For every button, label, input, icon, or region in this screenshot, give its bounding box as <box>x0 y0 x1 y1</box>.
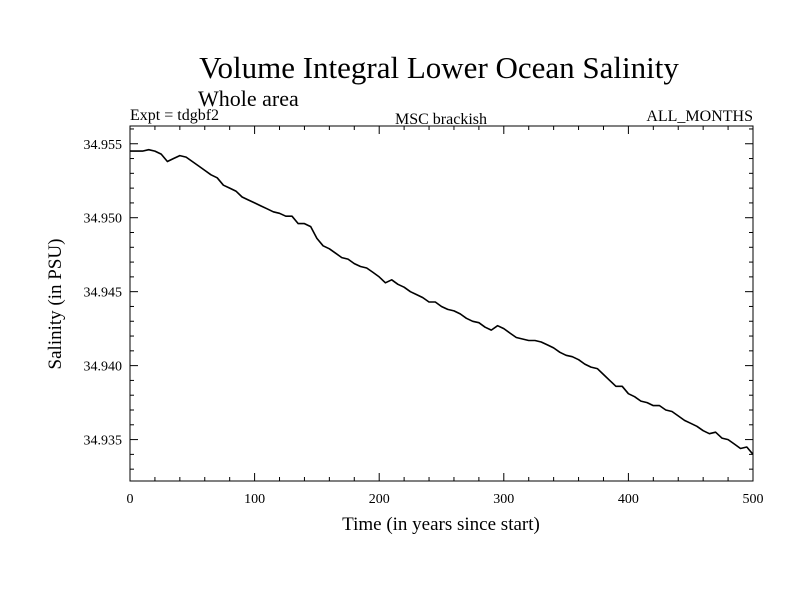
y-tick-label: 34.950 <box>84 212 123 227</box>
experiment-label: Expt = tdgbf2 <box>130 107 219 124</box>
y-axis-label: Salinity (in PSU) <box>45 239 66 370</box>
months-label: ALL_MONTHS <box>646 108 753 125</box>
plot-frame <box>129 125 754 482</box>
x-tick-label: 500 <box>743 492 764 507</box>
x-axis-label: Time (in years since start) <box>342 514 540 535</box>
x-tick-label: 100 <box>244 492 265 507</box>
chart-title: Volume Integral Lower Ocean Salinity <box>199 50 679 85</box>
y-tick-label: 34.940 <box>84 360 123 375</box>
x-tick-label: 400 <box>618 492 639 507</box>
x-tick-label: 200 <box>369 492 390 507</box>
y-tick-label: 34.945 <box>84 286 123 301</box>
salinity-series-line <box>130 148 754 455</box>
y-tick-label: 34.955 <box>84 138 123 153</box>
x-tick-label: 300 <box>493 492 514 507</box>
x-tick-label: 0 <box>127 492 134 507</box>
mask-label: MSC brackish <box>395 111 487 128</box>
chart-subtitle: Whole area <box>198 86 299 111</box>
y-tick-labels: 34.935 34.940 34.945 34.950 34.955 <box>84 138 123 449</box>
x-tick-labels: 0 100 200 300 400 500 <box>127 492 764 507</box>
y-tick-label: 34.935 <box>84 434 123 449</box>
axis-ticks <box>129 126 754 481</box>
